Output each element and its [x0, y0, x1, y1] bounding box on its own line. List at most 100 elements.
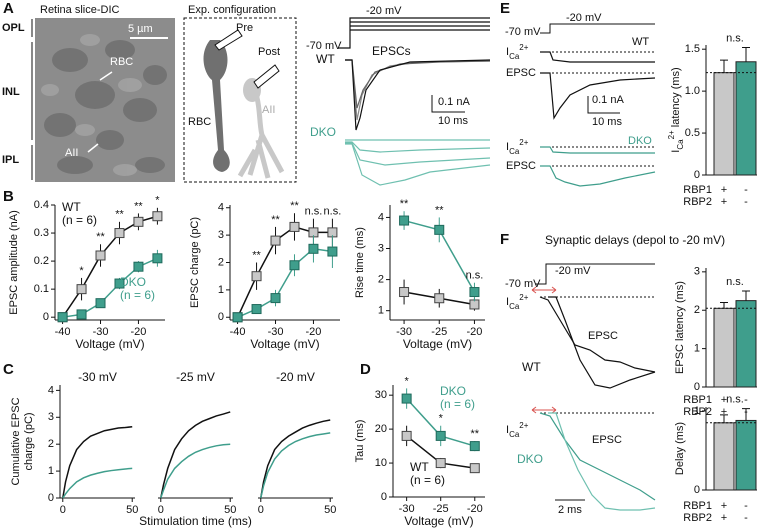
y-tick-label: 0 — [381, 491, 387, 503]
ica-trace — [539, 412, 656, 501]
trace-label: DKO — [628, 135, 652, 147]
marker — [434, 293, 445, 304]
panel-letter: C — [3, 361, 14, 378]
trace-label: DKO — [310, 125, 336, 139]
x-tick-label: -30 — [268, 326, 284, 338]
series-note: (n = 6) — [410, 473, 445, 487]
ica-main: I — [506, 46, 509, 58]
marker — [114, 278, 125, 289]
marker — [57, 312, 68, 323]
chart-title: -30 mV — [78, 370, 117, 384]
y-tick-label: 1 — [694, 405, 700, 417]
series-label: WT — [410, 460, 429, 474]
pipette-label: Pre — [236, 22, 253, 34]
significance: * — [79, 265, 84, 277]
y-tick-label: 2 — [378, 274, 384, 286]
ica-main: I — [506, 424, 509, 436]
x-tick-label: -20 — [130, 326, 146, 338]
row-mark: + — [721, 196, 727, 208]
marker — [401, 393, 412, 404]
epsc-trace — [540, 72, 656, 120]
significance: n.s. — [726, 276, 744, 288]
y-tick-label: 0.4 — [34, 199, 49, 211]
x-tick-label: -20 — [305, 326, 321, 338]
bar — [735, 61, 757, 176]
y-axis-label: Delay (ms) — [674, 422, 686, 475]
significance: ** — [470, 428, 479, 440]
y-axis-label: EPSC latency (ms) — [674, 281, 686, 374]
significance: n.s. — [305, 206, 323, 218]
marker — [76, 284, 87, 295]
cell-label: AII — [65, 147, 78, 159]
y-tick-label: 3 — [378, 242, 384, 254]
panel-title: Synaptic delays (depol to -20 mV) — [545, 233, 725, 247]
y-tick-label: 1 — [378, 305, 384, 317]
x-axis-label: Voltage (mV) — [403, 337, 472, 351]
row-label: RBP1 — [683, 394, 712, 406]
voltage-step — [535, 263, 655, 285]
x-tick-label: -40 — [230, 326, 246, 338]
ica-trace — [540, 51, 655, 63]
row-mark: - — [744, 394, 748, 406]
significance: ** — [252, 249, 261, 261]
error-bar — [742, 47, 750, 62]
bar — [735, 300, 757, 388]
y-tick-label: 2 — [48, 438, 54, 450]
x-axis-label: Voltage (mV) — [75, 337, 144, 351]
marker — [251, 271, 262, 282]
scale-label: 0.1 nA — [592, 94, 624, 106]
ica-sup: 2+ — [519, 293, 528, 302]
ica-label: ICa2+ — [506, 43, 529, 61]
x-tick-label: -40 — [55, 326, 71, 338]
marker — [435, 430, 446, 441]
ica-main: I — [506, 296, 509, 308]
series-note: (n = 6) — [120, 288, 155, 302]
marker — [95, 298, 106, 309]
ica-sup: 2+ — [519, 43, 528, 52]
x-tick-label: 50 — [126, 504, 138, 516]
y-tick-label: 1 — [48, 465, 54, 477]
y-tick-label: 4 — [48, 384, 54, 396]
marker — [232, 312, 243, 323]
panel-letter: F — [500, 231, 509, 248]
y-tick-label: 1 — [218, 284, 224, 296]
image-texture — [44, 40, 167, 174]
series-line — [160, 443, 231, 499]
series-label: WT — [62, 200, 81, 214]
ica-sub: Ca — [509, 52, 520, 61]
scale-label: 5 µm — [128, 23, 153, 35]
y-axis-label: Cumulative EPSC — [10, 397, 22, 485]
x-axis-label: Voltage (mV) — [404, 514, 473, 528]
ica-sup: 2+ — [519, 421, 528, 430]
epsc-label: EPSC — [588, 330, 618, 342]
step-label: -70 mV — [505, 278, 541, 290]
pipette — [253, 64, 280, 89]
y-axis-label: EPSC amplitude (nA) — [8, 210, 20, 315]
voltage-step — [338, 17, 490, 49]
ica-trace — [539, 296, 656, 373]
scale-label: 2 ms — [558, 504, 582, 516]
cell-label: AII — [262, 104, 275, 116]
dko-traces — [345, 139, 491, 186]
significance: ** — [115, 209, 124, 221]
bar — [713, 307, 735, 388]
marker — [133, 261, 144, 272]
marker — [469, 441, 480, 452]
layer-label: IPL — [2, 154, 19, 166]
marker — [152, 253, 163, 264]
y-tick-label: 20 — [375, 423, 387, 435]
y-tick-label: 1.0 — [685, 85, 700, 97]
trace-label: WT — [316, 52, 335, 66]
x-tick-label: 0 — [158, 504, 164, 516]
marker — [399, 287, 410, 298]
row-label: RBP1 — [683, 500, 712, 512]
x-tick-label: -20 — [467, 503, 483, 515]
series-line — [260, 419, 331, 499]
y-tick-label: 2 — [218, 256, 224, 268]
row-label: RBP1 — [683, 184, 712, 196]
x-tick-label: -25 — [431, 326, 447, 338]
image-title: Retina slice-DIC — [40, 4, 120, 16]
significance: n.s. — [726, 393, 744, 405]
config-box — [183, 17, 297, 183]
error-bar — [720, 414, 728, 423]
